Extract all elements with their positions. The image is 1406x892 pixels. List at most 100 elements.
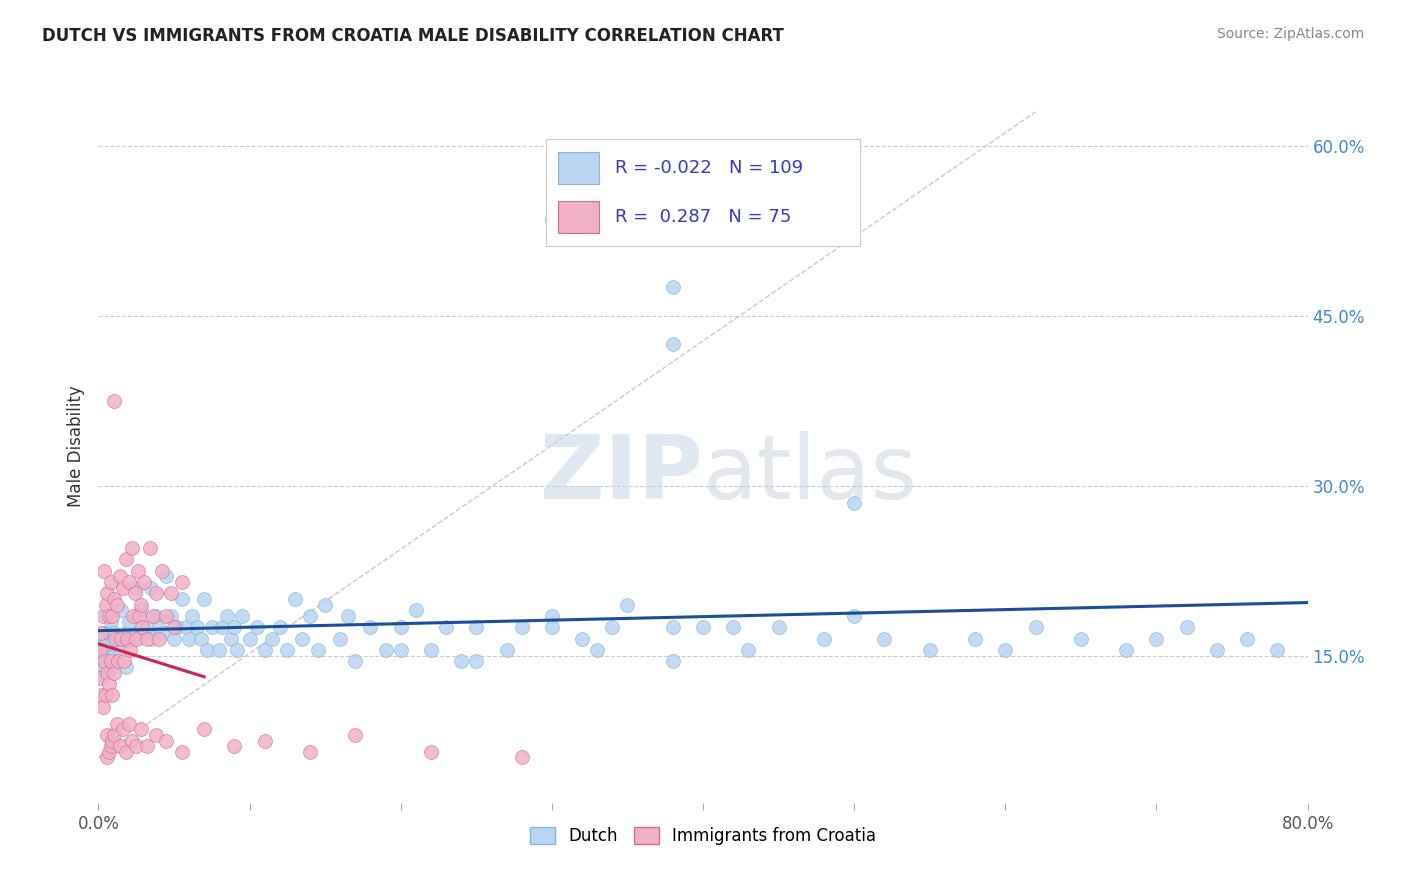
Point <box>100 643 122 657</box>
Y-axis label: Male Disability: Male Disability <box>67 385 86 507</box>
Point <box>125 626 148 640</box>
Point <box>129 598 152 612</box>
Point <box>120 643 142 657</box>
Point <box>145 586 167 600</box>
Point <box>100 654 122 668</box>
Point <box>111 722 134 736</box>
Point <box>101 660 124 674</box>
Point <box>465 620 488 634</box>
Point <box>122 608 145 623</box>
Point <box>105 598 128 612</box>
Point <box>128 608 150 623</box>
Point <box>813 632 835 646</box>
Point <box>208 643 231 657</box>
Point <box>661 280 683 294</box>
Point <box>110 632 132 646</box>
Point <box>98 608 121 623</box>
Point <box>1070 632 1092 646</box>
Text: DUTCH VS IMMIGRANTS FROM CROATIA MALE DISABILITY CORRELATION CHART: DUTCH VS IMMIGRANTS FROM CROATIA MALE DI… <box>42 27 785 45</box>
Point <box>96 637 118 651</box>
Point <box>160 586 183 600</box>
Point <box>98 677 121 691</box>
Point <box>114 745 136 759</box>
Point <box>100 739 122 754</box>
Point <box>276 643 298 657</box>
Point <box>661 654 683 668</box>
Point <box>150 564 173 578</box>
Point <box>262 632 284 646</box>
Point <box>103 648 125 663</box>
Point <box>105 632 128 646</box>
Point <box>602 620 624 634</box>
Point <box>96 648 118 663</box>
Point <box>124 586 146 600</box>
Point <box>139 541 162 555</box>
Point <box>190 632 212 646</box>
Legend: Dutch, Immigrants from Croatia: Dutch, Immigrants from Croatia <box>523 820 883 852</box>
Point <box>112 654 135 668</box>
Point <box>344 728 367 742</box>
Point <box>495 643 517 657</box>
Point <box>1175 620 1198 634</box>
Point <box>111 632 134 646</box>
Point <box>118 574 141 589</box>
Point <box>94 688 117 702</box>
Point <box>661 620 683 634</box>
Point <box>93 660 115 674</box>
Point <box>91 699 114 714</box>
Point <box>994 643 1017 657</box>
Point <box>1267 643 1289 657</box>
Point <box>129 722 152 736</box>
Point <box>737 643 759 657</box>
Point <box>510 620 533 634</box>
Point <box>91 648 114 663</box>
Point <box>215 608 238 623</box>
Point <box>239 632 262 646</box>
Point <box>111 581 134 595</box>
Point <box>329 632 352 646</box>
Point <box>873 632 896 646</box>
Point <box>135 632 157 646</box>
Point <box>145 728 167 742</box>
Point <box>186 620 208 634</box>
Point <box>148 632 170 646</box>
Point <box>1024 620 1046 634</box>
Point <box>465 654 488 668</box>
Point <box>103 665 125 680</box>
Point <box>94 598 117 612</box>
Point <box>93 564 115 578</box>
Point <box>118 716 141 731</box>
Point <box>91 608 114 623</box>
Point <box>93 654 115 668</box>
Point <box>96 728 118 742</box>
Point <box>108 739 131 754</box>
Point <box>90 688 112 702</box>
Point <box>125 739 148 754</box>
Point <box>193 591 215 606</box>
Point <box>1206 643 1229 657</box>
Point <box>127 564 149 578</box>
Point <box>181 608 204 623</box>
Point <box>100 574 122 589</box>
Point <box>179 632 201 646</box>
Point <box>420 745 443 759</box>
Point <box>90 660 112 674</box>
Point <box>108 569 131 583</box>
Point <box>101 688 124 702</box>
Point <box>145 608 167 623</box>
Point <box>965 632 987 646</box>
Point <box>141 581 163 595</box>
Point <box>692 620 714 634</box>
Point <box>96 586 118 600</box>
Point <box>166 620 188 634</box>
Point <box>163 632 186 646</box>
Point <box>141 632 163 646</box>
Point <box>131 620 153 634</box>
Point <box>540 620 562 634</box>
Point <box>269 620 291 634</box>
Point <box>132 626 155 640</box>
Point <box>132 574 155 589</box>
Point <box>224 739 246 754</box>
Point <box>125 581 148 595</box>
Point <box>224 620 246 634</box>
